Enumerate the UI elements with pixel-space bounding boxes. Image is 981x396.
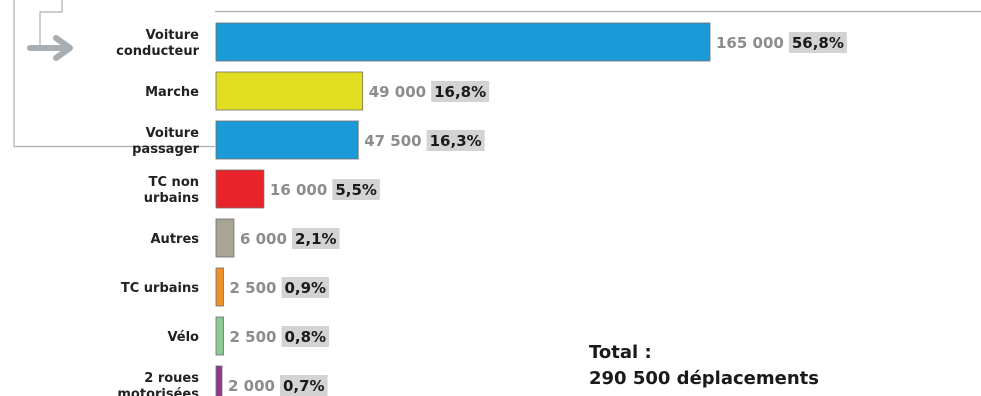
category-label: conducteur <box>116 44 199 59</box>
value-label: 47 500 <box>364 132 421 150</box>
percent-highlight <box>332 179 380 200</box>
bar <box>215 316 224 356</box>
category-label: Autres <box>151 232 200 247</box>
bar <box>215 120 359 160</box>
bar <box>215 71 364 111</box>
value-label: 2 500 <box>229 279 276 297</box>
category-label: urbains <box>144 191 199 206</box>
bar <box>215 267 224 307</box>
category-label: TC non <box>149 175 199 190</box>
value-label: 49 000 <box>369 83 426 101</box>
connector-lines <box>13 0 981 148</box>
percent-label: 16,8% <box>434 83 486 101</box>
bar <box>215 218 235 258</box>
total-annotation: Total : 290 500 déplacements <box>589 342 819 389</box>
category-label: motorisées <box>117 387 199 396</box>
bar <box>215 169 265 209</box>
category-label: Voiture <box>146 28 200 43</box>
percent-label: 0,7% <box>283 377 325 395</box>
category-label: TC urbains <box>121 281 199 296</box>
percent-highlight <box>291 228 340 249</box>
percent-highlight <box>281 326 330 347</box>
bar <box>215 365 223 396</box>
category-label: Vélo <box>167 330 199 345</box>
percent-label: 0,9% <box>284 279 326 297</box>
value-label: 6 000 <box>240 230 287 248</box>
percent-label: 5,5% <box>335 181 377 199</box>
percent-label: 2,1% <box>295 230 337 248</box>
value-label: 2 000 <box>228 377 275 395</box>
bar <box>215 22 711 62</box>
percent-label: 0,8% <box>284 328 326 346</box>
category-label: 2 roues <box>144 371 199 386</box>
arrow-icon <box>27 35 73 61</box>
percent-highlight <box>788 32 847 53</box>
percent-label: 16,3% <box>430 132 482 150</box>
percent-highlight <box>279 375 328 396</box>
percent-highlight <box>281 277 330 298</box>
value-label: 16 000 <box>270 181 327 199</box>
value-label: 2 500 <box>229 328 276 346</box>
category-label: Marche <box>145 85 199 100</box>
total-label: Total : <box>589 342 652 363</box>
category-label: Voiture <box>146 126 200 141</box>
percent-highlight <box>431 81 490 102</box>
category-label: passager <box>132 142 199 157</box>
bracket-line <box>13 0 215 148</box>
percent-highlight <box>426 130 485 151</box>
percent-label: 56,8% <box>792 34 844 52</box>
total-value: 290 500 déplacements <box>589 368 819 389</box>
value-label: 165 000 <box>716 34 784 52</box>
